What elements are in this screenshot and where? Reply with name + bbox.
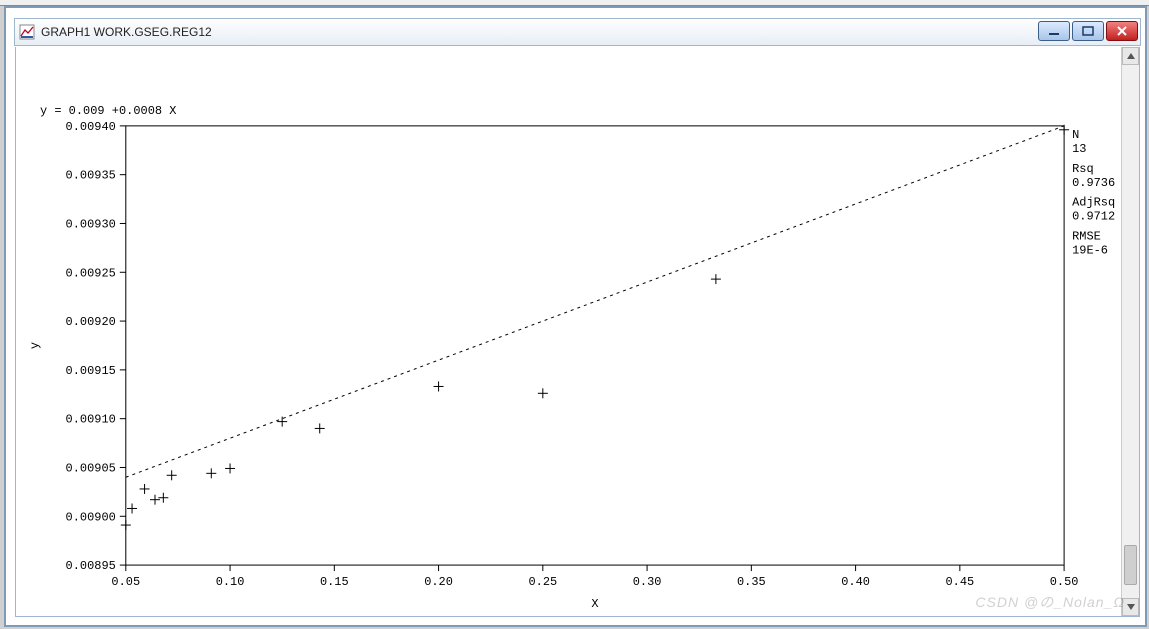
stat-label: AdjRsq [1072, 196, 1115, 210]
outer-frame: GRAPH1 WORK.GSEG.REG12 [4, 6, 1147, 627]
scroll-down-button[interactable] [1122, 598, 1139, 616]
regression-fit-line [126, 126, 1064, 477]
y-tick-label: 0.00905 [66, 461, 116, 475]
y-tick-label: 0.00915 [66, 364, 116, 378]
y-tick-label: 0.00930 [66, 217, 116, 231]
stat-label: Rsq [1072, 162, 1094, 176]
client-area: y = 0.009 +0.0008 X 0.00895 0.00900 0.00905… [15, 47, 1140, 617]
y-tick-label: 0.00935 [66, 169, 116, 183]
stat-label: RMSE [1072, 230, 1101, 244]
stat-value: 0.9712 [1072, 210, 1115, 224]
data-point [158, 493, 168, 503]
y-tick-label: 0.00920 [66, 315, 116, 329]
x-tick-label: 0.10 [216, 575, 245, 589]
stat-value: 0.9736 [1072, 176, 1115, 190]
x-axis-label: X [591, 597, 598, 611]
y-axis-label: y [28, 342, 42, 349]
close-button[interactable] [1106, 21, 1138, 41]
close-icon [1116, 26, 1128, 36]
y-tick-label: 0.00900 [66, 510, 116, 524]
data-point [140, 484, 150, 494]
regression-chart: y = 0.009 +0.0008 X 0.00895 0.00900 0.00905… [16, 47, 1121, 616]
x-tick-label: 0.05 [111, 575, 140, 589]
x-tick-label: 0.45 [945, 575, 974, 589]
data-point [127, 503, 137, 513]
chart-area: y = 0.009 +0.0008 X 0.00895 0.00900 0.00905… [16, 47, 1121, 616]
x-tick-label: 0.15 [320, 575, 349, 589]
y-tick-label: 0.00895 [66, 559, 116, 573]
app-icon [19, 24, 35, 40]
regression-equation: y = 0.009 +0.0008 X [40, 104, 176, 118]
data-point [434, 381, 444, 391]
data-point [538, 388, 548, 398]
stat-value: 13 [1072, 142, 1086, 156]
data-point [206, 468, 216, 478]
stat-value: 19E-6 [1072, 244, 1108, 258]
graph-window: GRAPH1 WORK.GSEG.REG12 [14, 18, 1141, 618]
titlebar[interactable]: GRAPH1 WORK.GSEG.REG12 [14, 18, 1141, 46]
y-tick-label: 0.00940 [66, 120, 116, 134]
window-title: GRAPH1 WORK.GSEG.REG12 [41, 25, 212, 39]
data-point [225, 463, 235, 473]
scroll-track[interactable] [1122, 65, 1139, 598]
data-point [121, 520, 131, 530]
data-point [150, 495, 160, 505]
minimize-button[interactable] [1038, 21, 1070, 41]
x-tick-label: 0.30 [633, 575, 662, 589]
x-tick-label: 0.50 [1050, 575, 1079, 589]
scroll-up-button[interactable] [1122, 47, 1139, 65]
y-tick-label: 0.00925 [66, 266, 116, 280]
data-point [315, 423, 325, 433]
plot-border [126, 126, 1064, 565]
y-tick-label: 0.00910 [66, 413, 116, 427]
x-tick-label: 0.40 [841, 575, 870, 589]
data-point [167, 470, 177, 480]
data-point [277, 417, 287, 427]
maximize-icon [1082, 26, 1094, 36]
window-control-buttons [1038, 21, 1138, 41]
x-tick-label: 0.35 [737, 575, 766, 589]
chevron-up-icon [1126, 51, 1136, 61]
stat-label: N [1072, 128, 1079, 142]
chevron-down-icon [1126, 602, 1136, 612]
x-tick-label: 0.25 [528, 575, 557, 589]
minimize-icon [1048, 26, 1060, 36]
data-point [711, 274, 721, 284]
vertical-scrollbar[interactable] [1121, 47, 1139, 616]
maximize-button[interactable] [1072, 21, 1104, 41]
x-tick-label: 0.20 [424, 575, 453, 589]
scroll-thumb[interactable] [1124, 545, 1137, 585]
